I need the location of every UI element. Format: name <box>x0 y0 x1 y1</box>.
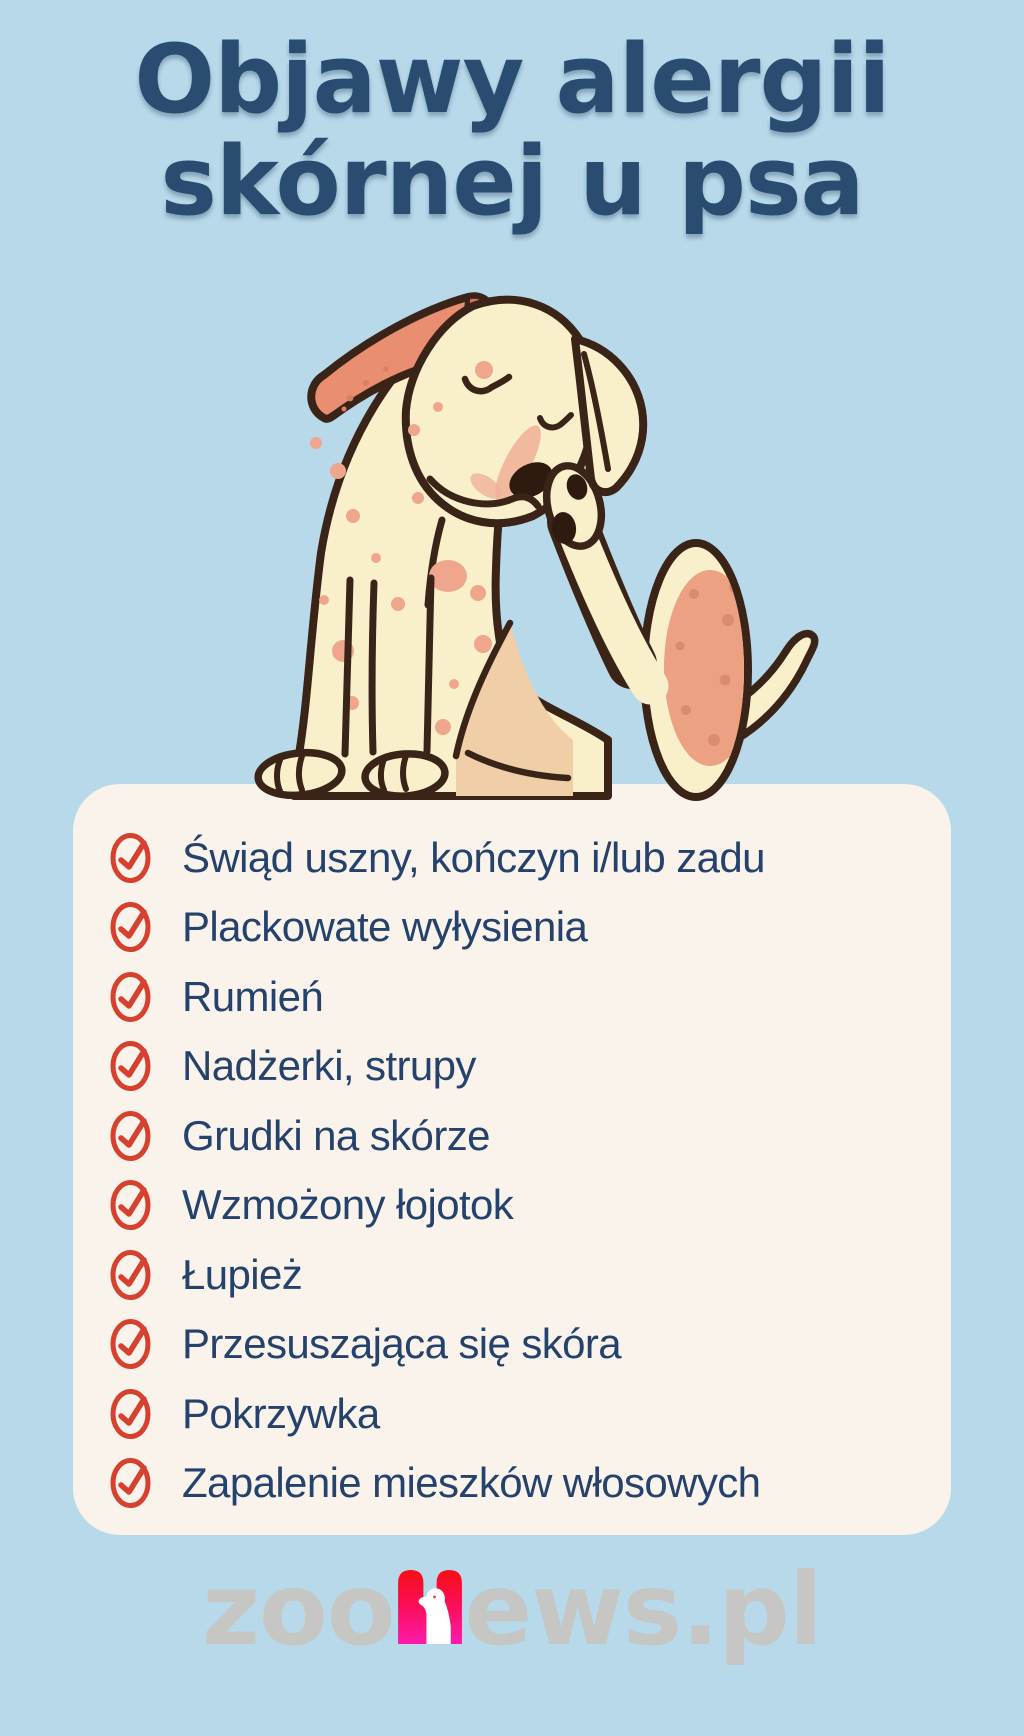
list-item: Przesuszająca się skóra <box>110 1310 931 1380</box>
check-icon <box>110 1457 151 1509</box>
list-item: Świąd uszny, kończyn i/lub zadu <box>110 823 931 893</box>
zoonews-logo: zoo ews.pl <box>0 1560 1024 1660</box>
symptom-label: Grudki na skórze <box>182 1111 490 1159</box>
title-line-2: skórnej u psa <box>160 126 864 237</box>
check-icon <box>110 1040 151 1092</box>
check-icon <box>110 1249 151 1301</box>
list-item: Łupież <box>110 1240 931 1310</box>
check-icon <box>110 901 151 953</box>
symptom-label: Plackowate wyłysienia <box>182 903 588 951</box>
list-item: Pokrzywka <box>110 1379 931 1449</box>
list-item: Nadżerki, strupy <box>110 1032 931 1102</box>
symptom-label: Łupież <box>182 1250 303 1298</box>
list-item: Plackowate wyłysienia <box>110 893 931 963</box>
symptom-label: Rumień <box>182 972 324 1020</box>
symptoms-card: Świąd uszny, kończyn i/lub zadu Plackowa… <box>73 784 951 1535</box>
check-icon <box>110 1179 151 1231</box>
list-item: Wzmożony łojotok <box>110 1171 931 1241</box>
symptom-label: Nadżerki, strupy <box>182 1042 476 1090</box>
symptom-label: Przesuszająca się skóra <box>182 1320 622 1368</box>
check-icon <box>110 1110 151 1162</box>
check-icon <box>110 1388 151 1440</box>
title-line-1: Objawy alergii <box>134 25 890 135</box>
page-title: Objawy alergii skórnej u psa <box>0 25 1024 237</box>
symptom-list: Świąd uszny, kończyn i/lub zadu Plackowa… <box>73 784 951 1518</box>
list-item: Zapalenie mieszków włosowych <box>110 1449 931 1519</box>
logo-text-pl: .pl <box>681 1551 823 1668</box>
symptom-label: Wzmożony łojotok <box>182 1181 514 1229</box>
zoonews-n-dog-icon <box>397 1570 462 1644</box>
logo-text-zoo: zoo <box>201 1551 396 1668</box>
symptom-label: Pokrzywka <box>182 1389 380 1437</box>
logo-text-ews: ews <box>464 1551 683 1668</box>
symptom-label: Świąd uszny, kończyn i/lub zadu <box>182 833 766 881</box>
dog-scratching-illustration <box>254 292 819 801</box>
check-icon <box>110 1318 151 1370</box>
symptom-label: Zapalenie mieszków włosowych <box>182 1459 761 1507</box>
check-icon <box>110 971 151 1023</box>
list-item: Rumień <box>110 962 931 1032</box>
list-item: Grudki na skórze <box>110 1101 931 1171</box>
check-icon <box>110 832 151 884</box>
